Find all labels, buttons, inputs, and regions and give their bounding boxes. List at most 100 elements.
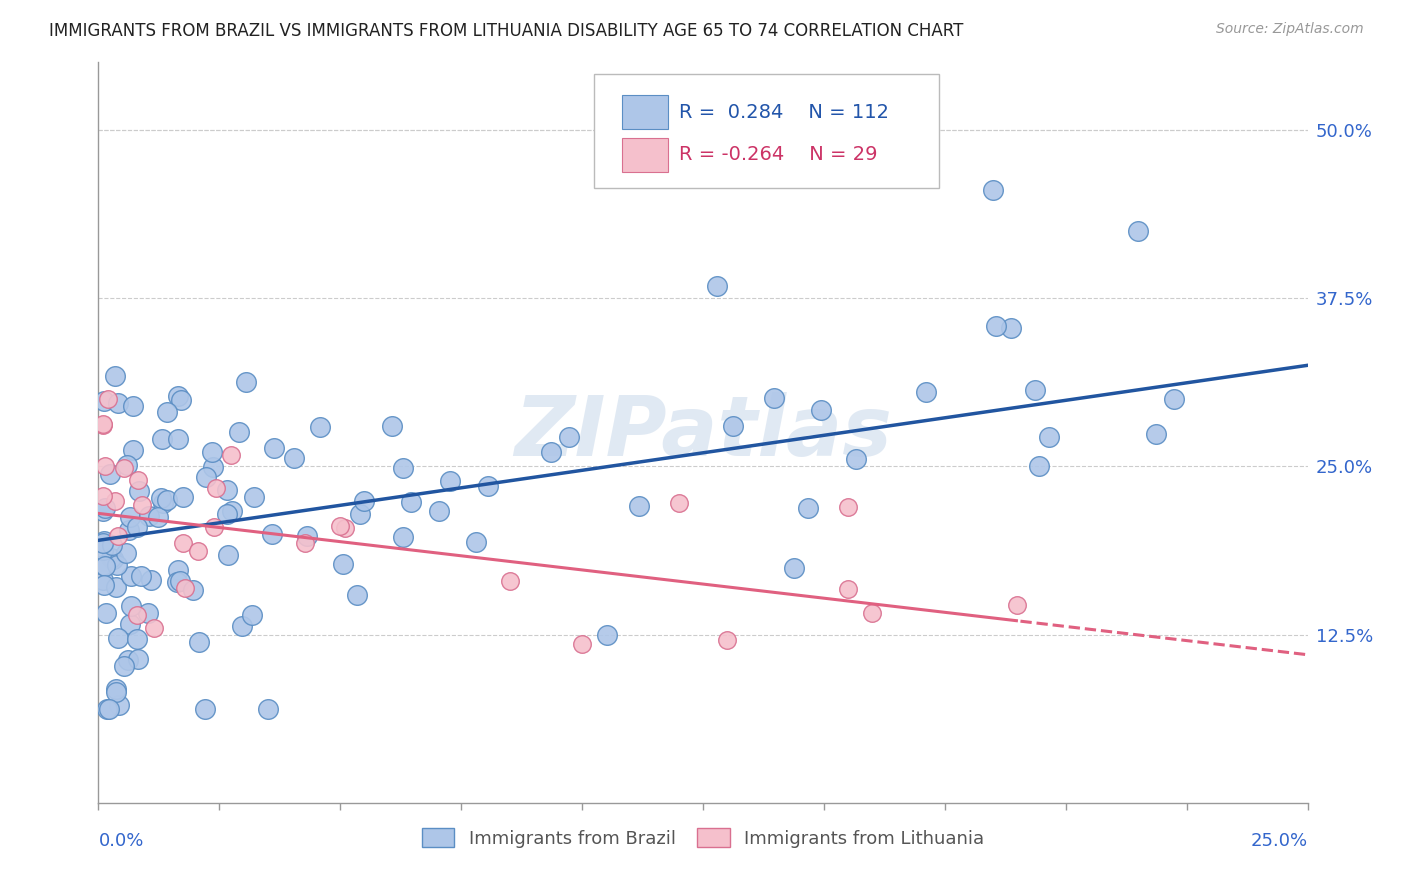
Point [107, 631, 129, 645]
Point [1144, 426, 1167, 441]
Point [167, 563, 190, 577]
Point [243, 490, 266, 504]
Point [91, 503, 114, 517]
Point [217, 548, 239, 562]
Point [628, 499, 651, 513]
Point [107, 558, 129, 572]
Point [170, 393, 193, 408]
Point [219, 448, 242, 462]
Point [332, 558, 354, 572]
Point [131, 498, 153, 512]
Point [558, 430, 581, 444]
Point [91, 558, 114, 573]
Point [392, 530, 415, 544]
Point [297, 529, 319, 543]
Point [152, 496, 174, 510]
Point [100, 551, 122, 566]
Point [96, 701, 118, 715]
Point [91, 489, 114, 503]
Text: R = -0.264    N = 29: R = -0.264 N = 29 [679, 145, 877, 164]
Point [498, 574, 520, 589]
Point [263, 441, 285, 455]
Point [1000, 321, 1022, 335]
Point [194, 470, 217, 484]
Point [156, 493, 179, 508]
Point [103, 551, 125, 566]
Point [94, 458, 117, 473]
Text: Source: ZipAtlas.com: Source: ZipAtlas.com [1216, 22, 1364, 37]
Point [150, 432, 173, 446]
Point [228, 425, 250, 439]
Point [172, 490, 194, 504]
Point [595, 628, 617, 642]
Point [837, 582, 859, 597]
Point [202, 460, 225, 475]
Point [96, 606, 118, 620]
Point [94, 558, 117, 573]
Point [150, 491, 173, 506]
Point [349, 508, 371, 522]
Point [91, 417, 114, 432]
Point [915, 384, 938, 399]
Point [91, 542, 114, 557]
Point [763, 391, 786, 405]
Point [118, 617, 141, 632]
Point [118, 510, 141, 524]
Point [845, 452, 868, 467]
Point [540, 445, 562, 459]
Point [105, 580, 128, 594]
Point [169, 574, 191, 589]
Point [172, 535, 194, 549]
Point [129, 569, 152, 583]
Point [283, 451, 305, 466]
Point [117, 523, 139, 537]
Point [125, 632, 148, 647]
Point [155, 405, 177, 419]
Point [115, 545, 138, 559]
Point [309, 419, 332, 434]
FancyBboxPatch shape [621, 95, 668, 129]
Point [1028, 458, 1050, 473]
Point [98, 467, 121, 481]
Point [346, 588, 368, 602]
Point [221, 504, 243, 518]
Point [194, 701, 217, 715]
Point [146, 509, 169, 524]
Point [138, 508, 160, 523]
Point [143, 621, 166, 635]
Point [256, 701, 278, 715]
Point [167, 388, 190, 402]
Text: IMMIGRANTS FROM BRAZIL VS IMMIGRANTS FROM LITHUANIA DISABILITY AGE 65 TO 74 CORR: IMMIGRANTS FROM BRAZIL VS IMMIGRANTS FRO… [49, 22, 963, 40]
Point [381, 418, 404, 433]
Point [706, 278, 728, 293]
Point [91, 417, 114, 432]
Point [127, 473, 149, 487]
Point [141, 574, 163, 588]
Point [104, 681, 127, 696]
Point [117, 652, 139, 666]
Point [104, 368, 127, 383]
Point [107, 529, 129, 543]
Point [399, 494, 422, 508]
Point [202, 520, 225, 534]
Point [122, 399, 145, 413]
Point [240, 607, 263, 622]
Point [464, 535, 486, 549]
Point [391, 461, 413, 475]
Point [100, 538, 122, 552]
Point [201, 445, 224, 459]
FancyBboxPatch shape [595, 73, 939, 188]
Point [97, 392, 120, 406]
FancyBboxPatch shape [621, 138, 668, 172]
Point [837, 500, 859, 514]
Point [136, 606, 159, 620]
Point [108, 698, 131, 712]
Point [91, 573, 114, 587]
Point [93, 578, 115, 592]
Point [186, 543, 208, 558]
Point [477, 479, 499, 493]
Point [204, 481, 226, 495]
Point [217, 483, 239, 497]
Point [1038, 430, 1060, 444]
Point [127, 652, 149, 666]
